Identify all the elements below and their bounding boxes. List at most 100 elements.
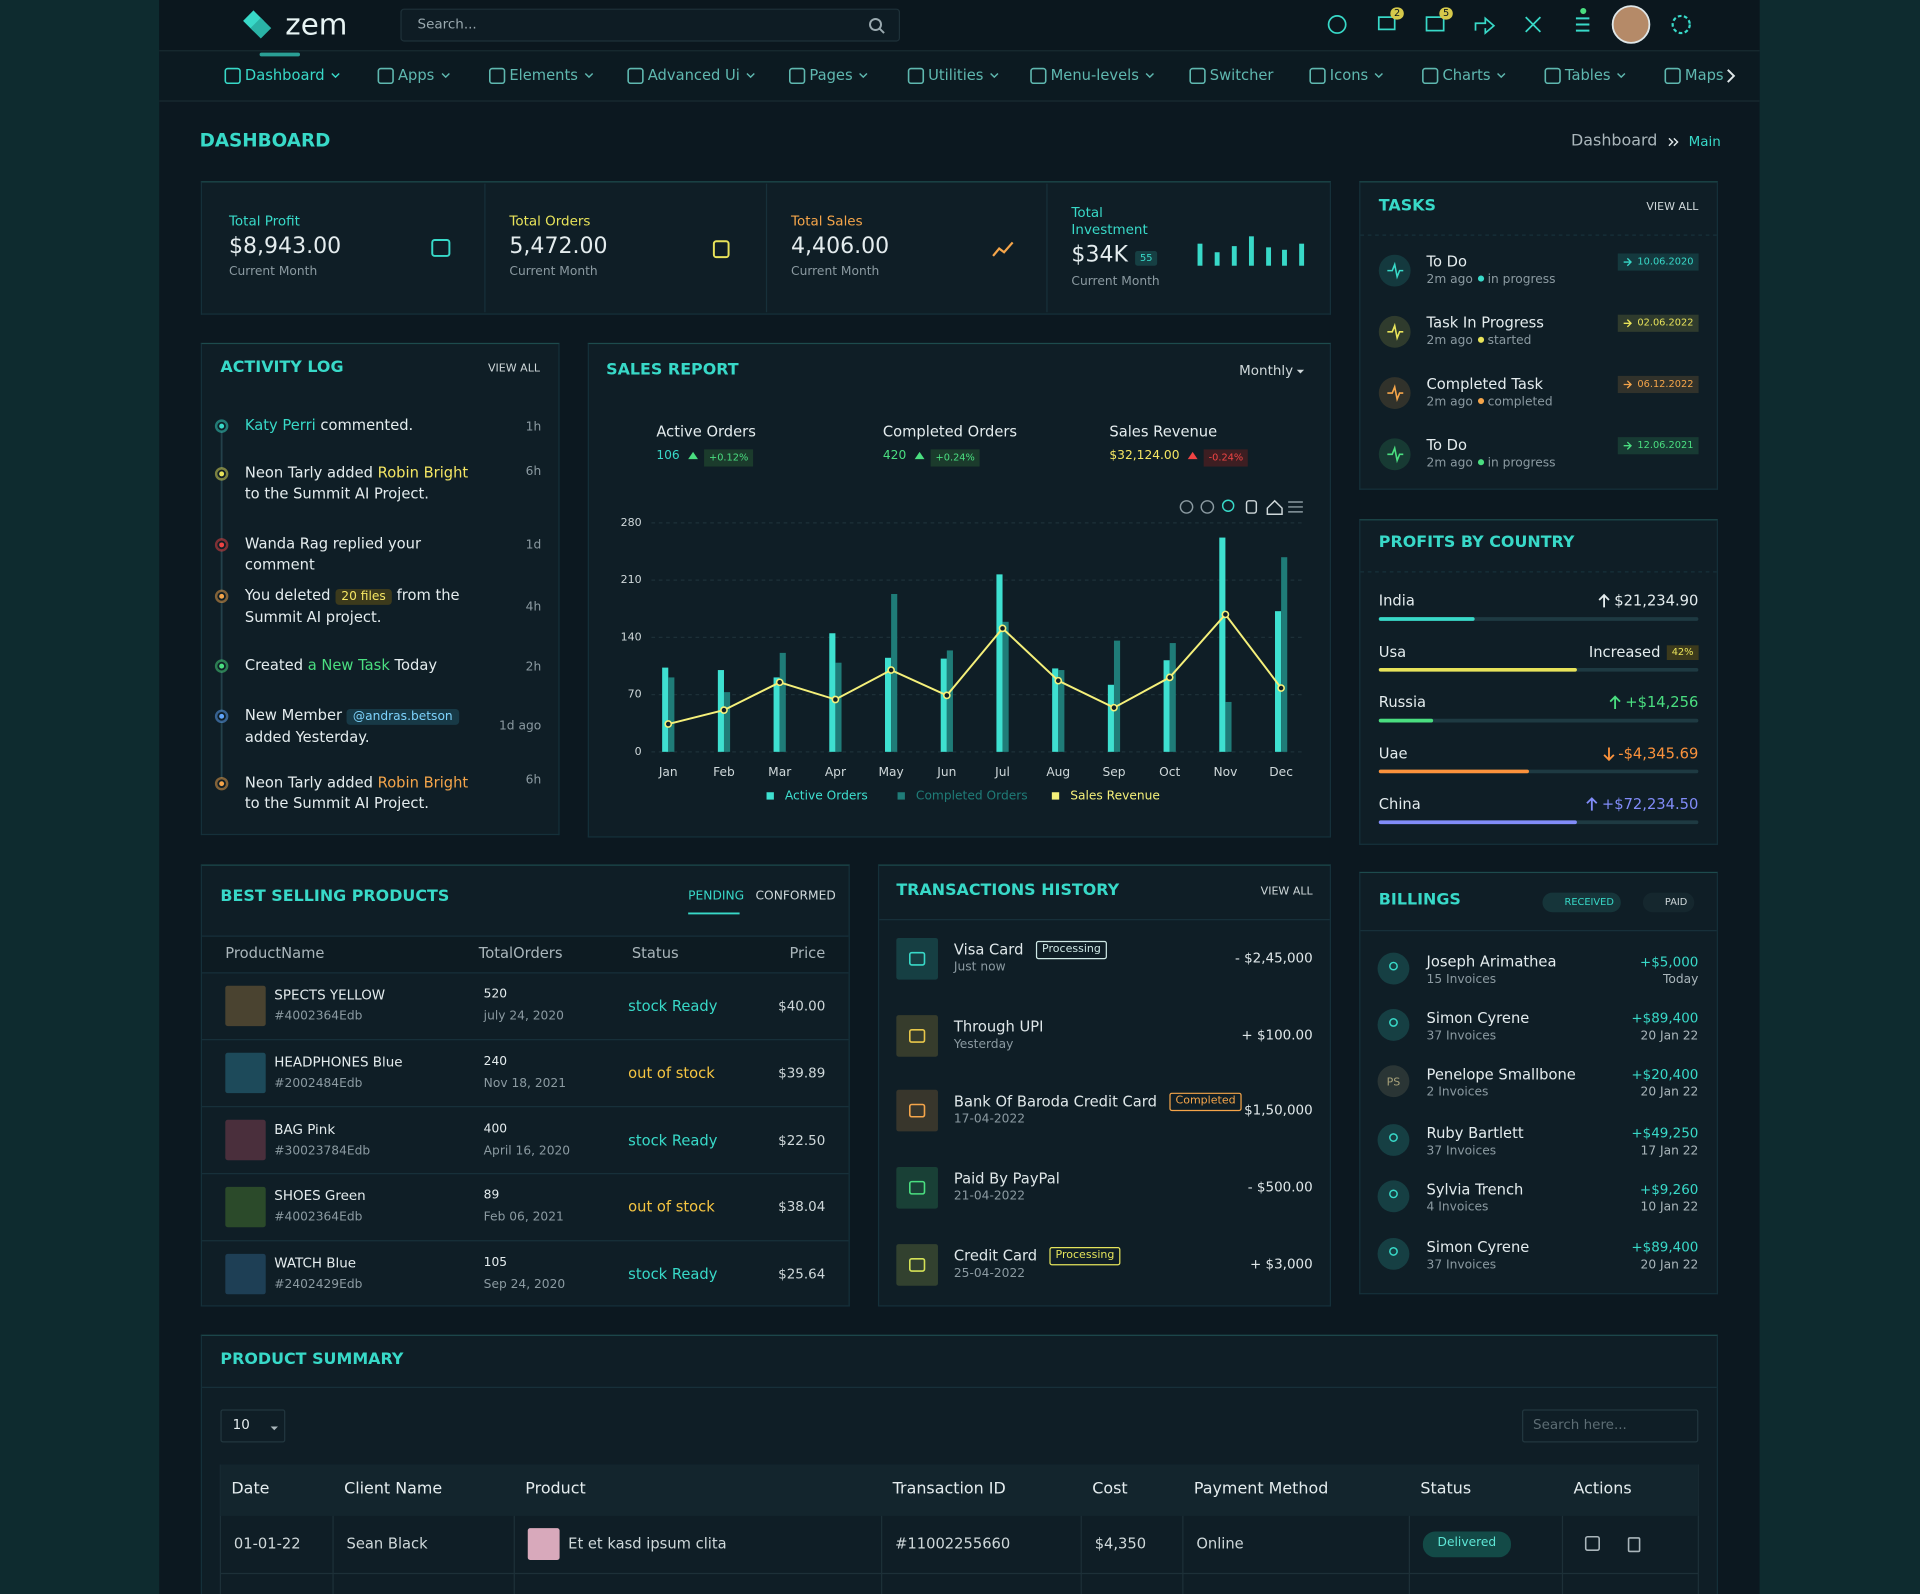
cart-icon[interactable] [1377,16,1396,31]
activity-part: to the Summit AI Project. [244,484,429,503]
task-time: 2m ago [1426,456,1473,471]
activity-text: Neon Tarly added Robin Bright to the Sum… [245,463,485,512]
arrow-icon [1623,441,1632,450]
nav-item[interactable]: Menu-levels [1050,66,1139,84]
nav-item[interactable]: Tables [1564,66,1611,84]
nav-item[interactable]: Elements [509,66,578,84]
metric-label: Active Orders [656,423,756,441]
product-status: out of stock [628,1064,715,1082]
column-header: Client Name [344,1480,443,1499]
zoom[interactable] [1221,499,1235,512]
dropdown-caret[interactable] [1296,369,1305,374]
stat-label: Total Sales [791,213,863,230]
task-date: 10.06.2020 [1617,253,1699,271]
bar [668,677,675,752]
view-all[interactable]: VIEW ALL [488,362,541,376]
reset[interactable] [1266,499,1283,516]
task-status: started [1487,334,1532,348]
pan[interactable] [1245,500,1258,514]
billing-amount: +$49,250 [1631,1125,1699,1142]
delete-action[interactable] [1627,1537,1641,1553]
product-thumb [225,1119,266,1161]
view-all[interactable]: VIEW ALL [1260,885,1313,899]
nav-scroll[interactable] [1727,69,1736,83]
stats-card [200,181,1332,315]
stat-label: Total Investment [1071,204,1148,238]
chevron [441,72,450,79]
billing-tab[interactable]: RECEIVED [1542,892,1622,913]
chevron [331,72,340,79]
bar [779,652,786,752]
arrow-icon [1623,319,1632,328]
nav-item[interactable]: Dashboard [244,66,325,84]
fullscreen-icon[interactable] [1525,16,1542,33]
period-select[interactable]: Monthly [1239,362,1294,379]
chevron [746,72,755,79]
task-date: 06.12.2022 [1617,375,1699,394]
stat-value: 4,406.00 [791,233,890,260]
x-tick-label: Feb [713,765,735,779]
stat-sub: Current Month [228,265,318,279]
transaction-sub: 21-04-2022 [953,1189,1026,1204]
tab[interactable]: PENDING [688,889,745,904]
nav-item[interactable]: Pages [809,66,853,84]
nav-item[interactable]: Charts [1442,66,1491,84]
mail-icon[interactable] [1425,16,1445,32]
chart-menu[interactable] [1288,501,1303,513]
zoom-out[interactable] [1200,500,1215,514]
breadcrumb[interactable]: Dashboard [1571,132,1658,151]
country: China [1378,795,1421,813]
avatar-glyph [1389,1018,1398,1027]
brand: zem [285,7,348,42]
billing-amount: +$20,400 [1631,1066,1699,1083]
menu-icon[interactable] [1575,17,1590,32]
nav-item[interactable]: Maps [1684,66,1724,84]
activity-part: Neon Tarly [244,464,323,482]
nav-item[interactable]: Apps [397,66,435,84]
nav-item[interactable]: Advanced Ui [647,66,740,84]
product-status: out of stock [628,1198,715,1216]
trend-arrow [1598,593,1610,608]
share-icon[interactable] [1474,16,1496,35]
card-title: SALES REPORT [606,361,739,380]
settings-icon[interactable] [1671,14,1691,35]
product-price: $38.04 [778,1199,826,1216]
column-header: Status [631,944,679,962]
avatar[interactable] [1611,5,1651,44]
billing-tab[interactable]: PAID [1642,892,1695,913]
bar [1219,537,1226,752]
bar [891,594,898,752]
stat-sub: Current Month [791,265,880,279]
task-title: To Do [1426,436,1467,454]
line-point [1165,673,1174,682]
progress-fill [1378,718,1434,723]
edit-action[interactable] [1584,1535,1600,1552]
nav-item[interactable]: Switcher [1209,66,1274,84]
search-placeholder[interactable]: Search... [417,16,477,32]
x-tick-label: May [878,765,903,779]
y-tick-label: 280 [621,516,642,529]
language-icon[interactable] [1327,15,1347,34]
task-icon [1378,438,1411,471]
billing-date: 20 Jan 22 [1640,1258,1699,1272]
view-all[interactable]: VIEW ALL [1646,201,1699,214]
nav-item[interactable]: Icons [1329,66,1369,84]
search-box[interactable] [400,8,901,42]
search-icon[interactable] [869,18,883,31]
transaction-amount: - $2,45,000 [1234,950,1313,967]
x-tick-label: Nov [1213,765,1237,779]
billing-avatar [1377,1008,1410,1041]
page-size-select[interactable] [220,1409,286,1443]
country: Uae [1378,744,1408,762]
zoom-in[interactable] [1179,500,1194,514]
table-search[interactable] [1522,1409,1699,1443]
cell: Sean Black [346,1534,428,1553]
nav-item[interactable]: Utilities [928,66,984,84]
spark-bar [1231,246,1237,266]
spark-bar [1282,249,1287,266]
card-title: ACTIVITY LOG [220,358,344,377]
tab[interactable]: CONFORMED [755,889,836,904]
activity-text: Wanda Rag replied your comment [245,534,485,583]
activity-part: Created [244,656,308,674]
